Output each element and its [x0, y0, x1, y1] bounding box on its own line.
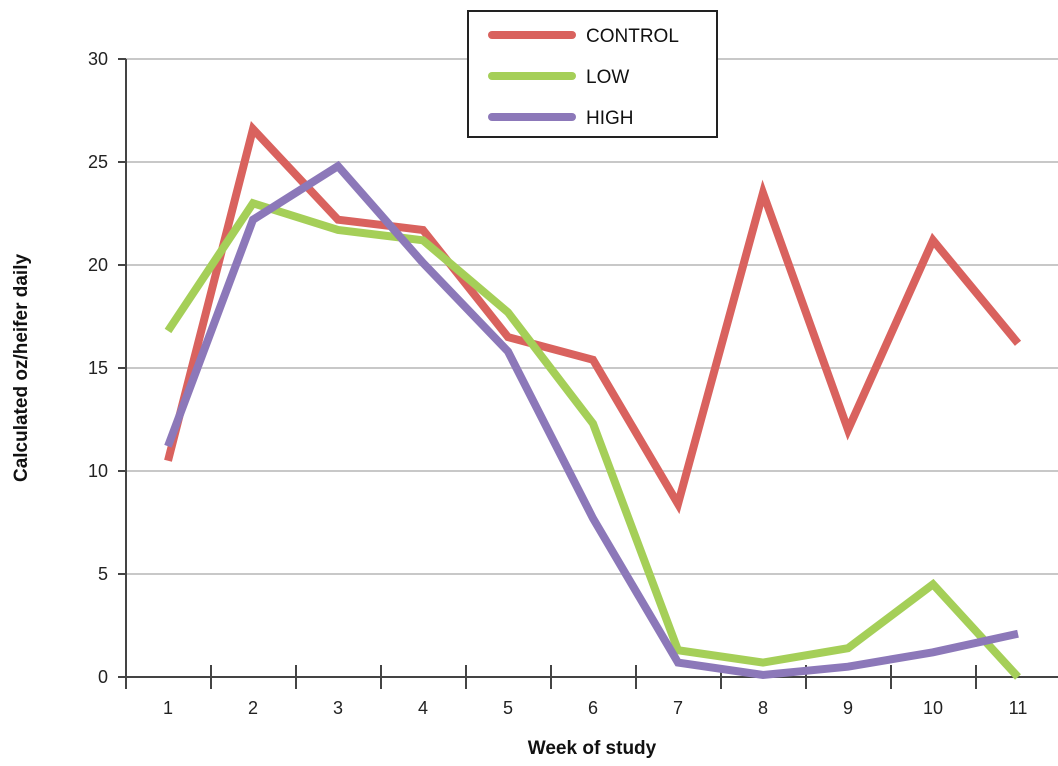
- legend: CONTROL LOW HIGH: [467, 10, 718, 138]
- y-tick-label: 20: [88, 255, 108, 275]
- y-tick-label: 0: [98, 667, 108, 687]
- legend-label-control: CONTROL: [586, 26, 679, 47]
- y-tick-label: 10: [88, 461, 108, 481]
- y-tick-label: 25: [88, 152, 108, 172]
- x-tick-label: 3: [333, 698, 343, 718]
- x-tick-label: 10: [923, 698, 943, 718]
- x-tick-label: 6: [588, 698, 598, 718]
- series-line-low: [164, 198, 1021, 680]
- x-tick-label: 8: [758, 698, 768, 718]
- y-tick-label: 30: [88, 49, 108, 69]
- x-tick-label: 11: [1009, 698, 1028, 718]
- legend-label-high: HIGH: [586, 108, 634, 129]
- x-tick-label: 2: [248, 698, 258, 718]
- series-lines: [164, 120, 1022, 680]
- x-tick-label: 4: [418, 698, 428, 718]
- y-tick-label: 15: [88, 358, 108, 378]
- x-tick-label: 9: [843, 698, 853, 718]
- series-line-control: [164, 120, 1022, 515]
- axes: 0 5 10 15 20 25 30 1 2 3 4 5 6 7 8 9 10 11: [88, 49, 1058, 718]
- x-tick-label: 1: [163, 698, 173, 718]
- x-tick-label: 7: [673, 698, 683, 718]
- series-line-high: [164, 160, 1019, 679]
- x-tick-label: 5: [503, 698, 513, 718]
- y-tick-label: 5: [98, 564, 108, 584]
- legend-label-low: LOW: [586, 67, 629, 88]
- y-axis-title: Calculated oz/heifer daily: [11, 254, 32, 482]
- x-axis-title: Week of study: [528, 738, 657, 759]
